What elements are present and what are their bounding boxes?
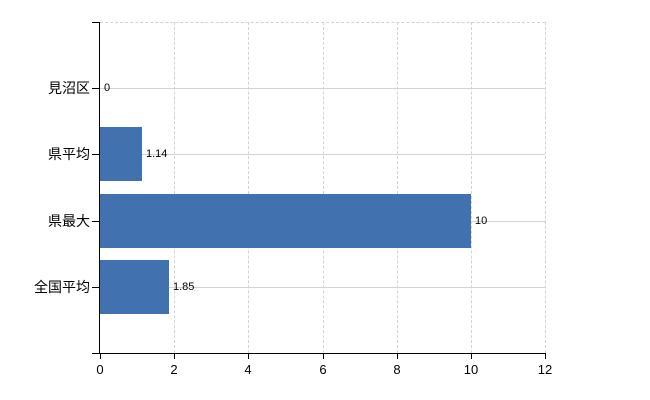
horizontal-gridline — [100, 154, 545, 155]
y-axis-line — [99, 22, 100, 354]
x-axis-tick — [248, 354, 249, 359]
x-tick-label: 4 — [244, 362, 252, 377]
x-tick-label: 8 — [393, 362, 401, 377]
x-axis-tick — [323, 354, 324, 359]
x-tick-label: 10 — [463, 362, 479, 377]
bar — [100, 194, 471, 248]
bar — [100, 127, 142, 181]
category-label: 全国平均 — [34, 279, 90, 295]
plot-top-border — [100, 22, 545, 23]
y-axis-tick — [92, 287, 100, 288]
x-axis-tick — [397, 354, 398, 359]
x-axis-tick — [174, 354, 175, 359]
vertical-gridline — [397, 22, 398, 353]
category-label: 県平均 — [48, 146, 90, 162]
vertical-gridline — [174, 22, 175, 353]
vertical-gridline — [323, 22, 324, 353]
bar-value-label: 1.14 — [146, 148, 168, 160]
vertical-gridline — [545, 22, 546, 353]
vertical-gridline — [471, 22, 472, 353]
x-tick-label: 6 — [319, 362, 327, 377]
x-tick-label: 0 — [96, 362, 104, 377]
x-tick-label: 12 — [537, 362, 553, 377]
y-axis-tick — [92, 22, 100, 23]
category-label: 見沼区 — [48, 80, 90, 96]
y-axis-tick — [92, 88, 100, 89]
vertical-gridline — [248, 22, 249, 353]
bar-value-label: 1.85 — [173, 281, 195, 293]
category-label: 県最大 — [48, 213, 90, 229]
horizontal-gridline — [100, 88, 545, 89]
x-axis-tick — [545, 354, 546, 359]
bar-value-label: 10 — [475, 215, 488, 227]
bar — [100, 260, 169, 314]
y-axis-tick — [92, 154, 100, 155]
y-axis-tick — [92, 353, 100, 354]
x-axis-tick — [100, 354, 101, 359]
bar-value-label: 0 — [104, 82, 111, 94]
x-axis-line — [99, 353, 546, 354]
x-tick-label: 2 — [170, 362, 178, 377]
horizontal-gridline — [100, 287, 545, 288]
x-axis-tick — [471, 354, 472, 359]
y-axis-tick — [92, 221, 100, 222]
